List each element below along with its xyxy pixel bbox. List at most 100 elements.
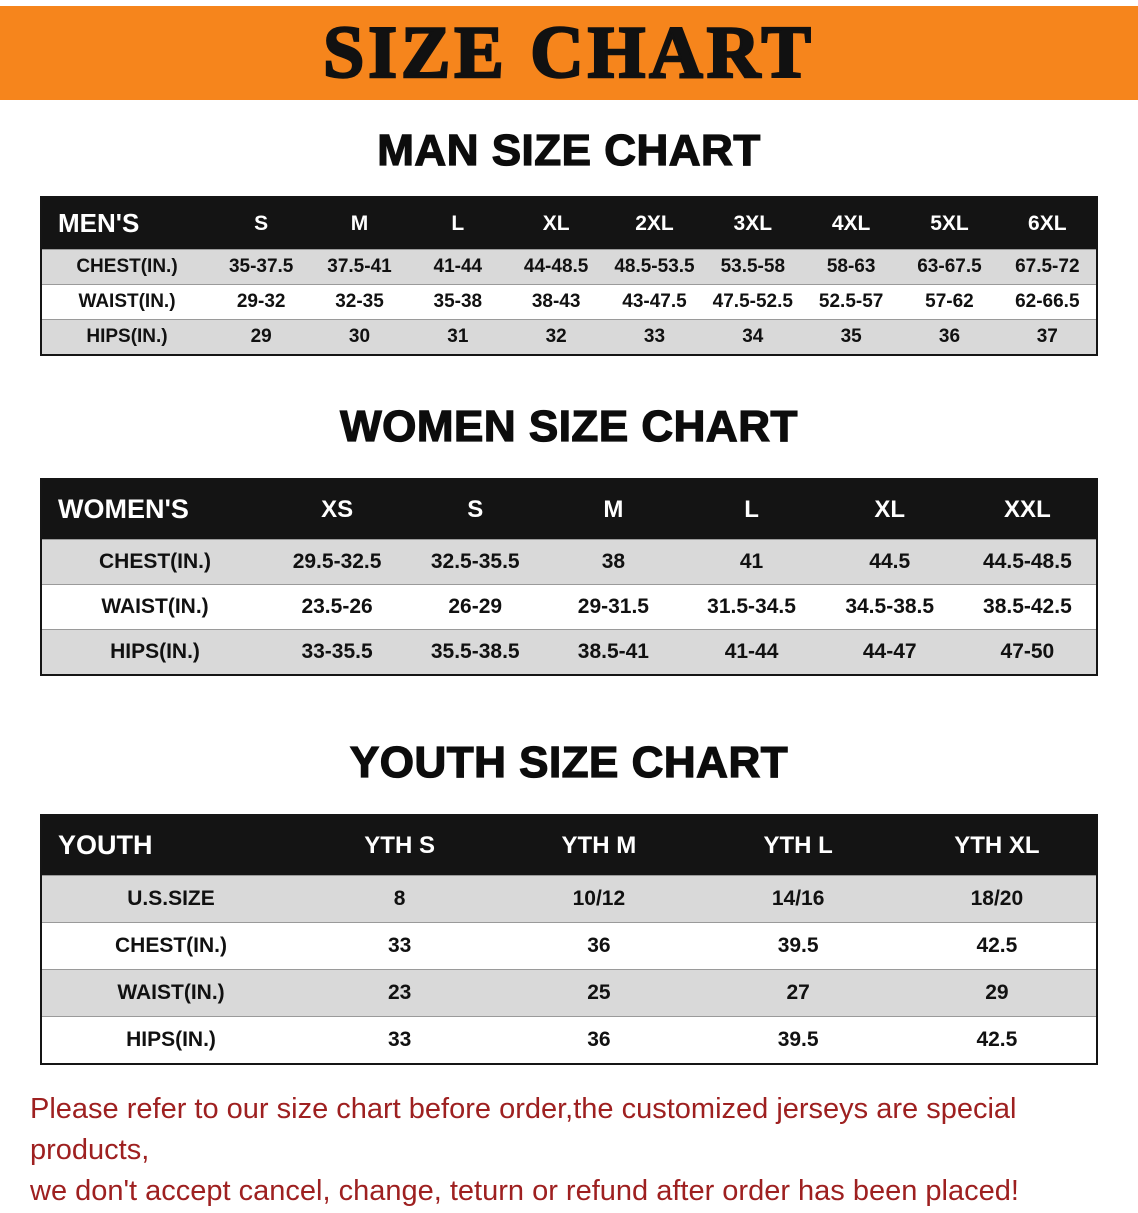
measurement-label-cell: HIPS(IN.) bbox=[126, 1028, 216, 1051]
measurement-value-cell: 35-37.5 bbox=[228, 256, 294, 277]
measurement-row: WAIST(IN.) 23.5-26 26-29 29-31.5 31.5-34.5 34… bbox=[41, 584, 1097, 630]
measurement-value-cell: 35-38 bbox=[433, 291, 483, 312]
measurement-value-cell: 37.5-41 bbox=[327, 256, 392, 277]
size-column-header: S bbox=[212, 197, 311, 250]
measurement-value-cell: 35 bbox=[840, 326, 862, 347]
measurement-value-cell: 29.5-32.5 bbox=[292, 550, 382, 573]
measurement-row: HIPS(IN.) 33 36 39.5 42.5 bbox=[41, 1016, 1097, 1064]
measurement-value-cell: 58-63 bbox=[826, 256, 876, 277]
measurement-value-cell: 27 bbox=[786, 981, 810, 1004]
measurement-row: HIPS(IN.) 29 30 31 32 33 34 35 36 37 bbox=[41, 319, 1097, 355]
women-size-table: WOMEN'S XS S M L XL XXL CHEST(IN.) 29.5-32.5 32.5… bbox=[40, 478, 1098, 676]
table-title-cell: YOUTH bbox=[41, 815, 300, 876]
size-column-header: YTH S bbox=[300, 815, 500, 876]
measurement-value-cell: 32 bbox=[545, 326, 567, 347]
measurement-value-cell: 23 bbox=[387, 981, 412, 1004]
measurement-value-cell: 67.5-72 bbox=[1015, 256, 1080, 277]
measurement-value-cell: 29-32 bbox=[236, 291, 286, 312]
measurement-value-cell: 41-44 bbox=[433, 256, 483, 277]
measurement-value-cell: 33 bbox=[387, 934, 412, 957]
size-column-header: 2XL bbox=[605, 197, 704, 250]
measurement-value-cell: 34.5-38.5 bbox=[845, 595, 935, 618]
measurement-value-cell: 62-66.5 bbox=[1015, 291, 1080, 312]
measurement-value-cell: 39.5 bbox=[777, 934, 819, 957]
measurement-value-cell: 26-29 bbox=[448, 595, 503, 618]
measurement-row: CHEST(IN.) 33 36 39.5 42.5 bbox=[41, 922, 1097, 970]
measurement-value-cell: 38 bbox=[601, 550, 626, 573]
measurement-value-cell: 29 bbox=[250, 326, 272, 347]
size-column-header: 6XL bbox=[998, 197, 1097, 250]
header-row: YOUTH YTH S YTH M YTH L YTH XL bbox=[41, 815, 1097, 876]
size-column-header: 5XL bbox=[900, 197, 999, 250]
measurement-value-cell: 29-31.5 bbox=[577, 595, 649, 618]
men-section: MAN SIZE CHART MEN'S S M L XL 2XL 3XL 4XL 5XL 6XL… bbox=[0, 125, 1138, 356]
size-column-header: 3XL bbox=[703, 197, 802, 250]
measurement-value-cell: 47.5-52.5 bbox=[712, 291, 793, 312]
measurement-row: CHEST(IN.) 35-37.5 37.5-41 41-44 44-48.5 48.5… bbox=[41, 249, 1097, 285]
measurement-label-cell: U.S.SIZE bbox=[127, 887, 215, 910]
measurement-value-cell: 33-35.5 bbox=[301, 640, 373, 663]
measurement-value-cell: 52.5-57 bbox=[818, 291, 884, 312]
measurement-label-cell: CHEST(IN.) bbox=[99, 550, 211, 573]
size-column-header: L bbox=[682, 479, 821, 540]
banner: SIZE CHART bbox=[0, 6, 1138, 100]
measurement-value-cell: 42.5 bbox=[976, 934, 1018, 957]
measurement-value-cell: 33 bbox=[643, 326, 666, 347]
measurement-value-cell: 23.5-26 bbox=[301, 595, 373, 618]
notice-line-1: Please refer to our size chart before or… bbox=[30, 1093, 1017, 1167]
size-chart-page: SIZE CHART MAN SIZE CHART MEN'S S M L XL 2XL 3… bbox=[0, 6, 1138, 1207]
measurement-value-cell: 25 bbox=[587, 981, 611, 1004]
measurement-row: WAIST(IN.) 23 25 27 29 bbox=[41, 969, 1097, 1017]
measurement-value-cell: 14/16 bbox=[771, 887, 825, 910]
footer-notice: Please refer to our size chart before or… bbox=[0, 1089, 1138, 1213]
measurement-value-cell: 32.5-35.5 bbox=[430, 550, 520, 573]
measurement-value-cell: 41 bbox=[739, 550, 764, 573]
measurement-value-cell: 44-48.5 bbox=[523, 256, 589, 277]
measurement-value-cell: 63-67.5 bbox=[917, 256, 982, 277]
measurement-value-cell: 44.5-48.5 bbox=[983, 550, 1072, 573]
measurement-value-cell: 31.5-34.5 bbox=[707, 595, 796, 618]
measurement-value-cell: 42.5 bbox=[976, 1028, 1018, 1051]
youth-size-table: YOUTH YTH S YTH M YTH L YTH XL U.S.SIZE 8 10/12… bbox=[40, 814, 1098, 1065]
measurement-value-cell: 8 bbox=[393, 887, 406, 910]
measurement-value-cell: 44.5 bbox=[869, 550, 911, 573]
measurement-value-cell: 36 bbox=[938, 326, 961, 347]
measurement-value-cell: 39.5 bbox=[777, 1028, 819, 1051]
header-row: MEN'S S M L XL 2XL 3XL 4XL 5XL 6XL bbox=[41, 197, 1097, 250]
measurement-row: WAIST(IN.) 29-32 32-35 35-38 38-43 43-47.5 47.… bbox=[41, 284, 1097, 320]
measurement-row: CHEST(IN.) 29.5-32.5 32.5-35.5 38 41 44.5 44.5… bbox=[41, 539, 1097, 585]
measurement-label-cell: WAIST(IN.) bbox=[101, 595, 209, 618]
size-column-header: XL bbox=[820, 479, 959, 540]
measurement-value-cell: 30 bbox=[348, 326, 371, 347]
men-section-heading: MAN SIZE CHART bbox=[377, 125, 761, 175]
size-column-header: XS bbox=[268, 479, 407, 540]
measurement-value-cell: 37 bbox=[1036, 326, 1058, 347]
size-column-header: YTH XL bbox=[897, 815, 1097, 876]
size-column-header: YTH M bbox=[499, 815, 699, 876]
size-column-header: XL bbox=[506, 197, 606, 250]
measurement-value-cell: 10/12 bbox=[572, 887, 626, 910]
measurement-value-cell: 32-35 bbox=[335, 291, 384, 312]
measurement-label-cell: CHEST(IN.) bbox=[76, 256, 178, 277]
youth-section: YOUTH SIZE CHART YOUTH YTH S YTH M YTH L YTH… bbox=[0, 737, 1138, 1065]
size-column-header: M bbox=[544, 479, 683, 540]
measurement-value-cell: 57-62 bbox=[925, 291, 974, 312]
measurement-value-cell: 38.5-41 bbox=[577, 640, 649, 663]
measurement-label-cell: WAIST(IN.) bbox=[117, 981, 225, 1004]
measurement-value-cell: 38.5-42.5 bbox=[983, 595, 1072, 618]
measurement-value-cell: 43-47.5 bbox=[622, 291, 687, 312]
size-column-header: XXL bbox=[958, 479, 1097, 540]
measurement-row: HIPS(IN.) 33-35.5 35.5-38.5 38.5-41 41-44 44-… bbox=[41, 629, 1097, 675]
measurement-label-cell: WAIST(IN.) bbox=[78, 291, 176, 312]
measurement-value-cell: 29 bbox=[985, 981, 1009, 1004]
measurement-value-cell: 36 bbox=[587, 934, 611, 957]
women-section-heading: WOMEN SIZE CHART bbox=[339, 401, 798, 451]
page-title: SIZE CHART bbox=[322, 10, 815, 95]
measurement-label-cell: CHEST(IN.) bbox=[115, 934, 227, 957]
measurement-value-cell: 34 bbox=[742, 326, 764, 347]
size-column-header: YTH L bbox=[698, 815, 898, 876]
table-title-cell: MEN'S bbox=[41, 197, 212, 250]
measurement-value-cell: 41-44 bbox=[724, 640, 779, 663]
measurement-value-cell: 33 bbox=[387, 1028, 412, 1051]
measurement-value-cell: 48.5-53.5 bbox=[614, 256, 695, 277]
